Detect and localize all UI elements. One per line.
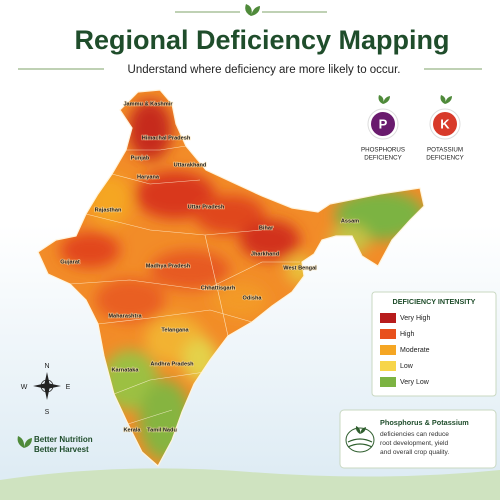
- legend-label: Moderate: [400, 347, 430, 354]
- legend-label: Very High: [400, 315, 430, 322]
- icon-symbol: K: [440, 116, 450, 131]
- tagline: Better Nutrition: [34, 435, 93, 444]
- compass-s: S: [45, 409, 50, 416]
- subtitle: Understand where deficiency are more lik…: [128, 64, 401, 76]
- region-label: Karnataka: [111, 367, 139, 373]
- region-label: Punjab: [131, 155, 150, 161]
- region-label: Assam: [341, 218, 359, 224]
- region-label: Maharashtra: [108, 313, 142, 319]
- region-label: Gujarat: [60, 259, 80, 265]
- legend-label: High: [400, 331, 415, 338]
- icon-leaf: [378, 95, 390, 104]
- region-label: Jharkhand: [251, 251, 280, 257]
- state-borders: [69, 145, 300, 425]
- region-labels: Jammu & Kashmir Himachal Pradesh Punjab Utt…: [59, 101, 359, 435]
- nutrient-icons: PPHOSPHORUSDEFICIENCYKPOTASSIUMDEFICIENC…: [361, 95, 464, 162]
- region-label: Himachal Pradesh: [142, 135, 191, 141]
- legend-swatch: [380, 377, 396, 387]
- info-text: deficiencies can reduce: [380, 431, 449, 438]
- leaf-icon: [245, 4, 260, 16]
- region-label: Chhattisgarh: [201, 285, 236, 291]
- region-label: Bihar: [259, 225, 274, 231]
- legend-swatch: [380, 329, 396, 339]
- field-icon: [345, 426, 375, 453]
- title: Regional Deficiency Mapping: [74, 25, 449, 55]
- legend-label: Very Low: [400, 379, 430, 386]
- icon-leaf: [440, 95, 452, 104]
- icon-disc: [371, 112, 395, 136]
- region-label: Telangana: [161, 327, 189, 333]
- region-label: Andhra Pradesh: [150, 361, 194, 367]
- compass-w: W: [21, 384, 28, 391]
- region-label: Haryana: [137, 174, 160, 180]
- ground: [0, 468, 500, 500]
- icon-disc: [433, 112, 457, 136]
- legend-swatch: [380, 345, 396, 355]
- region-label: Madhya Pradesh: [146, 263, 191, 269]
- info-text: and overall crop quality.: [380, 449, 449, 456]
- info-title: Phosphorus & Potassium: [380, 418, 469, 427]
- compass: N E S W: [21, 363, 71, 416]
- region-label: Kerala: [123, 427, 141, 433]
- icon-label: PHOSPHORUS: [361, 147, 405, 154]
- region-label: Jammu & Kashmir: [123, 101, 173, 107]
- legend-items: Very High High Moderate Low Very Low: [380, 313, 430, 387]
- region-label: West Bengal: [283, 265, 317, 271]
- compass-e: E: [66, 384, 71, 391]
- legend-box: [371, 291, 497, 397]
- compass-n: N: [44, 363, 49, 370]
- region-label: Uttar Pradesh: [188, 204, 225, 210]
- legend-swatch: [380, 361, 396, 371]
- tagline: Better Harvest: [34, 445, 89, 454]
- info-box: [339, 409, 497, 469]
- legend-label: Low: [400, 363, 414, 370]
- region-label: Tamil Nadu: [147, 427, 177, 433]
- icon-label: POTASSIUM: [427, 147, 463, 154]
- region-label: Uttarakhand: [174, 162, 207, 168]
- info-text: root development, yield: [380, 440, 449, 447]
- icon-symbol: P: [379, 116, 388, 131]
- legend-swatch: [380, 313, 396, 323]
- icon-label: DEFICIENCY: [426, 155, 463, 162]
- region-label: Rajasthan: [95, 207, 122, 213]
- icon-label: DEFICIENCY: [364, 155, 401, 162]
- sprout-icon: [17, 436, 32, 448]
- legend-title: DEFICIENCY INTENSITY: [393, 297, 476, 306]
- region-label: Odisha: [243, 295, 263, 301]
